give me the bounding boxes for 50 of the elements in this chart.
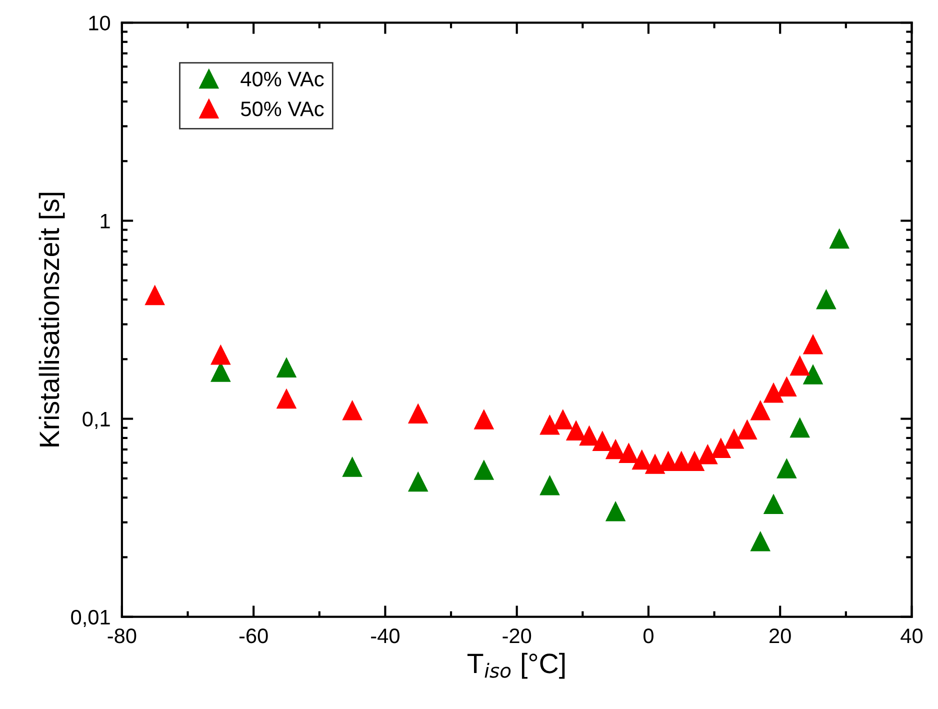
- point: [580, 426, 599, 446]
- point: [145, 286, 165, 306]
- point: [803, 334, 823, 354]
- point: [776, 458, 796, 478]
- point: [711, 438, 731, 458]
- point: [698, 444, 718, 464]
- point: [342, 457, 362, 477]
- point: [764, 494, 784, 514]
- y-tick-label: 1: [100, 214, 110, 228]
- x-tick-label: -60: [239, 628, 268, 644]
- point: [276, 358, 296, 378]
- x-axis-title: T$_{iso}$ [°C]: [467, 652, 565, 679]
- point: [474, 410, 494, 430]
- point: [776, 377, 796, 397]
- point: [342, 400, 362, 420]
- x-tick-label: -80: [108, 628, 136, 644]
- point: [790, 356, 810, 376]
- x-tick-label: 40: [900, 628, 923, 644]
- point: [724, 429, 744, 449]
- point: [540, 415, 560, 435]
- point: [408, 404, 428, 424]
- point: [816, 290, 836, 310]
- y-tick-label: 0,1: [82, 412, 110, 429]
- x-tick-label: 20: [770, 628, 791, 644]
- point: [606, 502, 626, 522]
- point: [276, 389, 296, 409]
- point: [474, 460, 494, 480]
- y-tick-label: 10: [89, 16, 110, 30]
- point: [553, 410, 573, 430]
- point: [645, 454, 665, 474]
- x-tick-label: 0: [643, 628, 654, 644]
- y-axis-title: Kristallisationszeit [s]: [38, 192, 65, 446]
- point: [750, 532, 770, 552]
- y-tick-label: 0,01: [71, 610, 110, 628]
- point: [790, 418, 810, 438]
- point: [803, 364, 823, 384]
- point: [830, 229, 850, 249]
- point: [592, 432, 612, 451]
- point: [210, 345, 230, 365]
- point: [764, 383, 784, 403]
- point: [750, 400, 770, 420]
- point: [737, 420, 757, 440]
- point: [619, 444, 638, 463]
- point: [408, 472, 428, 492]
- x-tick-label: -40: [371, 628, 400, 644]
- point: [540, 476, 560, 496]
- point: [566, 421, 586, 440]
- legend-label: 40% VAc: [240, 72, 324, 86]
- x-tick-label: -20: [502, 628, 532, 644]
- legend-label: 50% VAc: [240, 102, 324, 116]
